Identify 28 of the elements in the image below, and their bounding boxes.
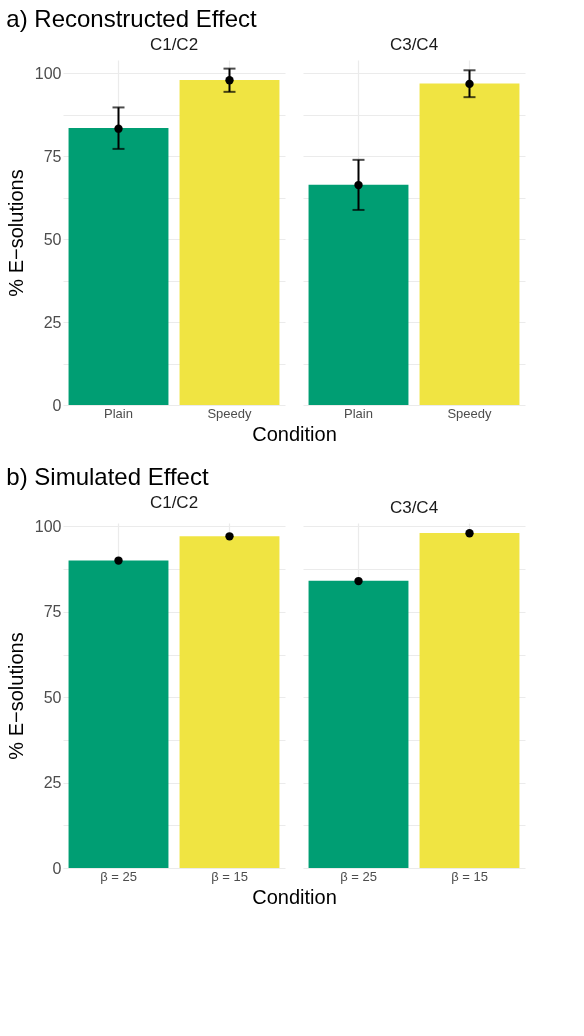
x-tick-label: β = 25 xyxy=(100,868,137,884)
chart-subtitle: C1/C2 xyxy=(149,493,199,513)
x-tick-label: Speedy xyxy=(207,405,253,421)
y-tick-label: 75 xyxy=(43,147,62,165)
y-tick-label: 50 xyxy=(43,688,62,706)
y-axis-title: % E−solutions xyxy=(4,632,27,760)
chart-subtitle: C3/C4 xyxy=(389,498,439,517)
chart-title: b) Simulated Effect xyxy=(6,463,209,491)
chart-subtitle: C1/C2 xyxy=(149,35,199,54)
y-tick-label: 75 xyxy=(43,603,62,621)
y-axis-title: % E−solutions xyxy=(4,169,27,297)
x-tick-label: β = 15 xyxy=(211,868,248,884)
x-tick-label: β = 15 xyxy=(451,868,488,884)
y-tick-label: 0 xyxy=(52,859,62,877)
chart-title: a) Reconstructed Effect xyxy=(6,5,257,32)
y-tick-label: 50 xyxy=(43,230,62,248)
x-tick-label: Speedy xyxy=(447,405,493,421)
y-tick-label: 25 xyxy=(43,774,62,792)
y-tick-label: 100 xyxy=(34,517,62,535)
y-tick-label: 0 xyxy=(52,396,62,414)
y-tick-label: 25 xyxy=(43,313,62,331)
x-tick-label: Plain xyxy=(344,405,373,421)
chart-subtitle: C3/C4 xyxy=(389,35,439,54)
x-tick-label: β = 25 xyxy=(340,868,377,884)
x-axis-title: Condition xyxy=(252,422,337,445)
x-tick-label: Plain xyxy=(104,405,133,421)
x-axis-title: Condition xyxy=(252,885,337,908)
y-tick-label: 100 xyxy=(34,64,62,82)
